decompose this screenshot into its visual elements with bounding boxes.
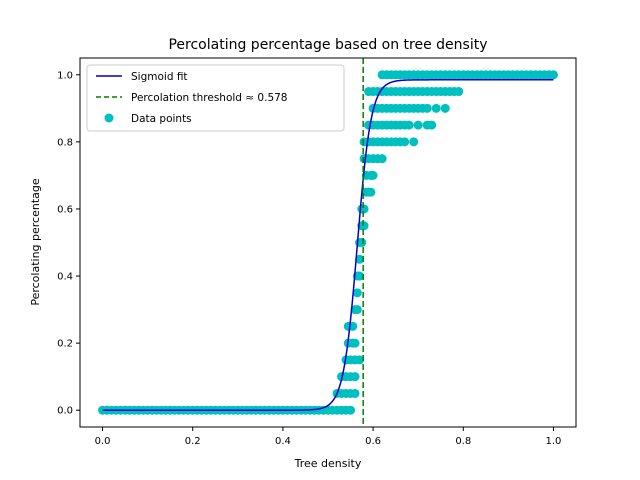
x-tick-label: 0.4 [275, 436, 291, 447]
data-point [350, 372, 360, 382]
chart-title: Percolating percentage based on tree den… [168, 37, 487, 53]
data-point [352, 288, 362, 298]
legend-threshold-label: Percolation threshold ≈ 0.578 [131, 92, 288, 104]
y-tick-label: 0.0 [57, 406, 73, 417]
x-axis-label: Tree density [294, 457, 362, 470]
y-tick-label: 0.4 [57, 272, 73, 283]
data-point [357, 238, 367, 247]
data-point [355, 271, 365, 281]
data-point [350, 388, 360, 398]
data-point [352, 305, 362, 315]
legend-points-swatch [104, 113, 114, 123]
data-point [404, 120, 414, 130]
data-point [548, 70, 558, 80]
data-point [409, 137, 419, 147]
data-point [377, 154, 387, 164]
x-tick-label: 0.8 [455, 436, 471, 447]
x-tick-label: 0.6 [365, 436, 381, 447]
data-point [350, 338, 360, 348]
data-point [454, 87, 464, 97]
x-axis: 0.0 0.2 0.4 0.6 0.8 1.0 [95, 427, 562, 447]
data-point [422, 103, 432, 113]
x-tick-label: 1.0 [546, 436, 562, 447]
y-tick-label: 1.0 [57, 70, 73, 81]
data-point [368, 170, 378, 180]
data-point [427, 120, 437, 130]
data-point [366, 187, 376, 197]
data-point [359, 221, 369, 231]
data-point [400, 137, 410, 147]
legend-box [86, 64, 345, 132]
x-tick-label: 0.2 [185, 436, 201, 447]
legend: Sigmoid fit Percolation threshold ≈ 0.57… [86, 64, 345, 132]
plot-area [98, 58, 558, 427]
data-point [413, 120, 423, 130]
data-point [355, 355, 365, 365]
y-axis-label: Percolating percentage [29, 178, 42, 306]
y-tick-label: 0.6 [57, 204, 73, 215]
y-axis: 0.0 0.2 0.4 0.6 0.8 1.0 [57, 70, 80, 417]
legend-points-label: Data points [131, 113, 192, 125]
data-point [355, 254, 365, 264]
y-tick-label: 0.8 [57, 137, 73, 148]
data-point [346, 405, 356, 415]
axes-frame [79, 57, 577, 428]
y-tick-label: 0.2 [57, 339, 73, 350]
data-point [431, 103, 441, 113]
sigmoid-fit-line [102, 79, 554, 411]
x-tick-label: 0.0 [95, 436, 111, 447]
data-point [359, 204, 369, 214]
data-point [440, 103, 450, 113]
legend-fit-label: Sigmoid fit [131, 71, 188, 83]
